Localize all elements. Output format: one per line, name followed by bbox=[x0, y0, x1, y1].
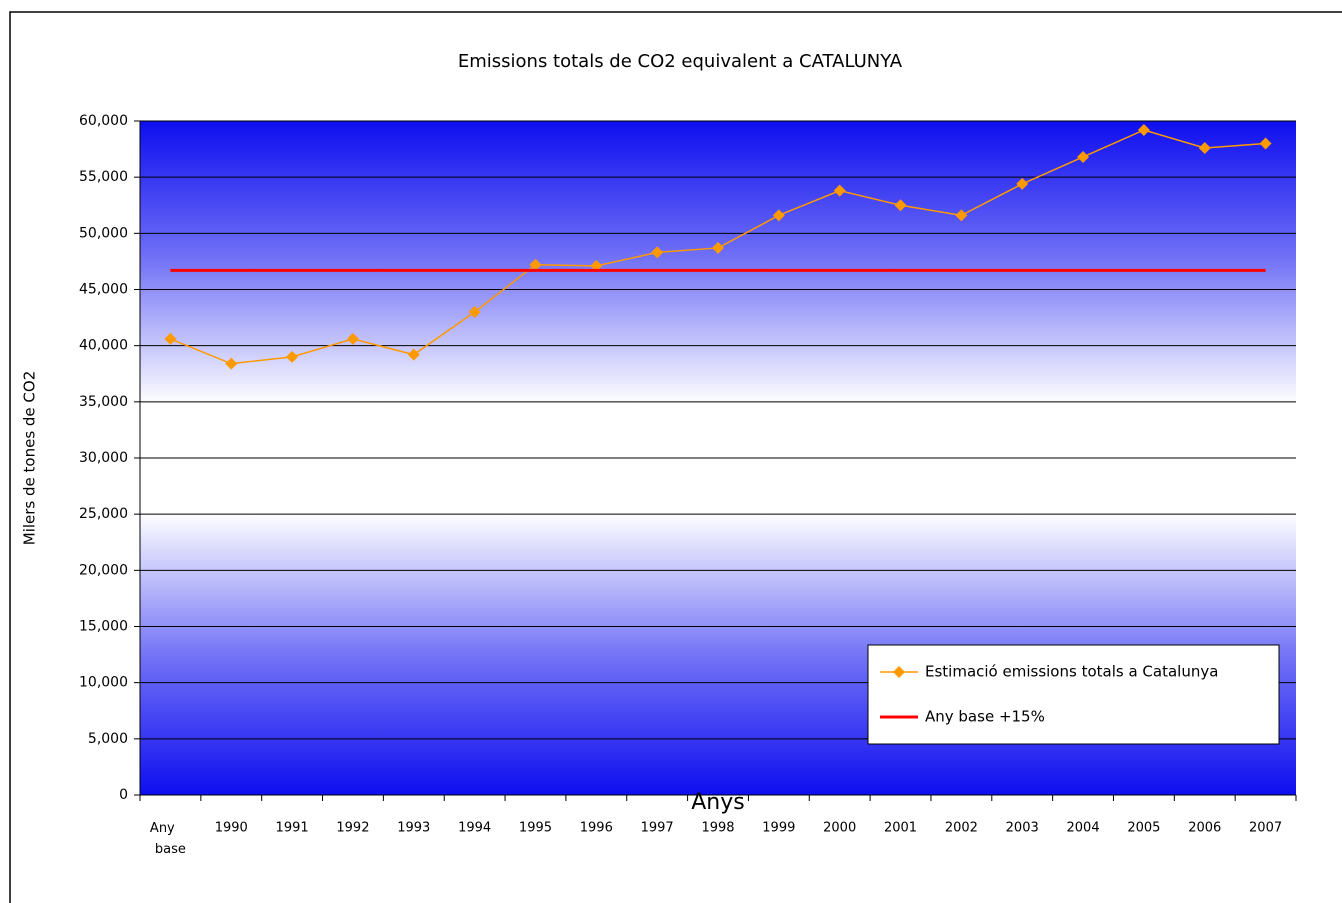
point-marker bbox=[1077, 150, 1090, 163]
point-marker bbox=[955, 209, 968, 222]
x-tick-label: 1995 bbox=[519, 821, 552, 836]
y-tick-label: 60,000 bbox=[79, 113, 128, 129]
point-marker bbox=[772, 209, 785, 222]
point-marker bbox=[1016, 177, 1029, 190]
y-tick-label: 5,000 bbox=[88, 731, 128, 747]
x-tick-label: 1991 bbox=[276, 821, 309, 836]
y-tick-label: 40,000 bbox=[79, 338, 128, 354]
x-tick-label: 1992 bbox=[336, 821, 369, 836]
y-tick-label: 45,000 bbox=[79, 282, 128, 298]
y-tick-label: 20,000 bbox=[79, 562, 128, 578]
legend-label: Any base +15% bbox=[925, 708, 1045, 726]
y-tick-label: 15,000 bbox=[79, 619, 128, 635]
x-tick-label: 2006 bbox=[1188, 821, 1221, 836]
x-tick-label: 1996 bbox=[580, 821, 613, 836]
legend-label: Estimació emissions totals a Catalunya bbox=[925, 663, 1218, 681]
point-marker bbox=[894, 199, 907, 212]
chart-title: Emissions totals de CO2 equivalent a CAT… bbox=[458, 51, 903, 72]
legend-marker bbox=[893, 666, 905, 678]
point-marker bbox=[833, 184, 846, 197]
x-tick-label: 1993 bbox=[397, 821, 430, 836]
y-tick-label: 30,000 bbox=[79, 450, 128, 466]
point-marker bbox=[286, 350, 299, 363]
x-tick-label: 1997 bbox=[641, 821, 674, 836]
point-marker bbox=[164, 332, 177, 345]
y-tick-label: 50,000 bbox=[79, 225, 128, 241]
y-tick-label: 10,000 bbox=[79, 675, 128, 691]
y-tick-label: 0 bbox=[119, 787, 128, 803]
x-tick-label: 2003 bbox=[1006, 821, 1039, 836]
x-tick-label: 2004 bbox=[1067, 821, 1100, 836]
point-marker bbox=[1259, 137, 1272, 150]
x-tick-label: 2002 bbox=[945, 821, 978, 836]
x-tick-label: 1994 bbox=[458, 821, 491, 836]
x-tick-label: Any base bbox=[150, 821, 186, 857]
point-marker bbox=[712, 241, 724, 254]
y-axis-title: Milers de tones de CO2 bbox=[21, 371, 39, 546]
point-marker bbox=[651, 246, 664, 259]
point-marker bbox=[346, 332, 359, 345]
x-axis-title: Anys bbox=[691, 790, 744, 815]
point-marker bbox=[407, 348, 420, 361]
x-tick-label: 2000 bbox=[823, 821, 856, 836]
x-tick-label: 1990 bbox=[215, 821, 248, 836]
y-tick-label: 25,000 bbox=[79, 506, 128, 522]
x-tick-label: 2005 bbox=[1127, 821, 1160, 836]
point-marker bbox=[529, 258, 542, 271]
point-marker bbox=[468, 305, 481, 318]
x-tick-label: 1999 bbox=[762, 821, 795, 836]
y-tick-label: 35,000 bbox=[79, 394, 128, 410]
legend-box bbox=[867, 644, 1280, 745]
point-marker bbox=[1198, 141, 1211, 154]
point-marker bbox=[1137, 123, 1150, 136]
point-marker bbox=[225, 357, 238, 370]
x-tick-label: 1998 bbox=[701, 821, 734, 836]
x-tick-label: 2001 bbox=[884, 821, 917, 836]
y-tick-label: 55,000 bbox=[79, 169, 128, 185]
x-tick-label: 2007 bbox=[1249, 821, 1282, 836]
